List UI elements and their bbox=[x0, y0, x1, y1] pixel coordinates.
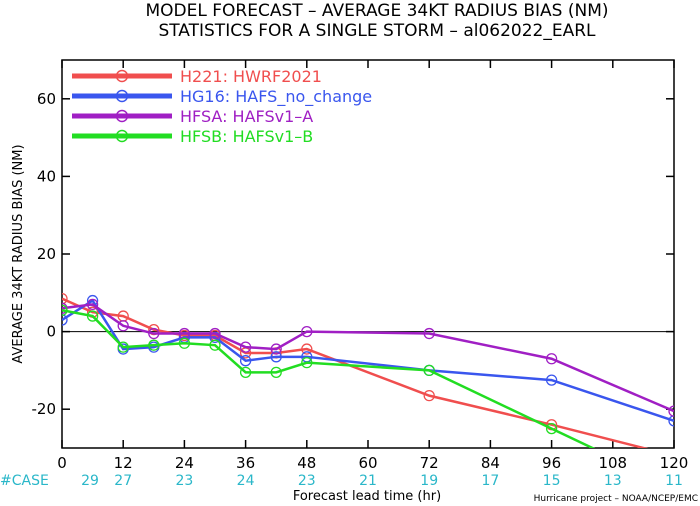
series-marker bbox=[545, 353, 558, 365]
series-marker bbox=[301, 325, 313, 338]
series-marker bbox=[86, 310, 99, 322]
series-marker bbox=[86, 298, 99, 311]
case-count: 13 bbox=[604, 473, 622, 489]
series-marker bbox=[148, 339, 160, 351]
case-count: 23 bbox=[298, 473, 316, 489]
y-tick-label: 20 bbox=[37, 245, 56, 263]
legend-swatch-marker bbox=[115, 89, 129, 103]
case-count: 17 bbox=[481, 473, 499, 489]
y-tick-label: -20 bbox=[32, 400, 57, 418]
x-tick-label: 84 bbox=[481, 454, 500, 472]
series-marker bbox=[545, 374, 558, 386]
series-line bbox=[62, 309, 596, 448]
series-line bbox=[62, 298, 674, 423]
x-tick-label: 0 bbox=[57, 454, 67, 472]
legend-swatch-marker bbox=[115, 109, 129, 123]
x-tick-label: 108 bbox=[598, 454, 627, 472]
case-count: 19 bbox=[420, 473, 438, 489]
series-marker bbox=[668, 415, 674, 427]
series-marker bbox=[62, 304, 68, 316]
series-marker bbox=[209, 339, 221, 351]
legend-label: H221: HWRF2021 bbox=[180, 67, 322, 86]
x-axis-label: Forecast lead time (hr) bbox=[293, 489, 441, 504]
case-label: #CASE bbox=[0, 473, 49, 489]
x-tick-label: 72 bbox=[420, 454, 439, 472]
series-marker bbox=[668, 405, 674, 417]
credit-text: Hurricane project – NOAA/NCEP/EMC bbox=[534, 494, 698, 504]
y-tick-label: 0 bbox=[46, 323, 56, 341]
series-marker bbox=[239, 366, 252, 378]
series-marker bbox=[423, 327, 435, 340]
case-count: 29 bbox=[81, 473, 99, 489]
series-marker bbox=[270, 351, 282, 363]
series-marker bbox=[423, 389, 435, 402]
series-line bbox=[62, 303, 674, 413]
x-tick-label: 48 bbox=[297, 454, 316, 472]
series-marker bbox=[209, 327, 221, 340]
y-axis-label: AVERAGE 34KT RADIUS BIAS (NM) bbox=[11, 144, 26, 363]
legend-label: HFSA: HAFSv1–A bbox=[180, 107, 313, 126]
series-line bbox=[62, 297, 649, 448]
series-marker bbox=[423, 364, 435, 377]
legend-label: HFSB: HAFSv1–B bbox=[180, 127, 313, 146]
case-count: 27 bbox=[114, 473, 132, 489]
case-count: 23 bbox=[175, 473, 193, 489]
x-tick-label: 120 bbox=[660, 454, 689, 472]
series-marker bbox=[270, 366, 282, 378]
series-marker bbox=[62, 292, 68, 305]
series-marker bbox=[178, 337, 191, 349]
legend-label: HG16: HAFS_no_change bbox=[180, 87, 372, 107]
series-marker bbox=[148, 327, 160, 340]
x-tick-label: 60 bbox=[358, 454, 377, 472]
y-tick-label: 40 bbox=[37, 167, 56, 185]
series-marker bbox=[545, 422, 558, 435]
chart-title: MODEL FORECAST – AVERAGE 34KT RADIUS BIA… bbox=[145, 1, 608, 21]
x-tick-label: 12 bbox=[114, 454, 133, 472]
legend-swatch-marker bbox=[115, 69, 129, 83]
case-count: 11 bbox=[665, 473, 683, 489]
series-marker bbox=[117, 320, 129, 332]
x-tick-label: 36 bbox=[236, 454, 255, 472]
case-count: 21 bbox=[359, 473, 377, 489]
series-marker bbox=[301, 356, 313, 369]
legend-swatch-marker bbox=[115, 129, 129, 143]
series-marker bbox=[239, 355, 252, 367]
y-tick-label: 60 bbox=[37, 90, 56, 108]
chart-subtitle: STATISTICS FOR A SINGLE STORM – al062022… bbox=[158, 21, 596, 41]
series-marker bbox=[62, 314, 68, 326]
series-marker bbox=[239, 341, 252, 353]
series-marker bbox=[301, 343, 313, 355]
case-count: 24 bbox=[237, 473, 255, 489]
x-tick-label: 24 bbox=[175, 454, 194, 472]
x-tick-label: 96 bbox=[542, 454, 561, 472]
case-count: 15 bbox=[543, 473, 561, 489]
series-marker bbox=[270, 343, 282, 355]
series-layer bbox=[62, 292, 674, 448]
series-marker bbox=[117, 341, 129, 353]
